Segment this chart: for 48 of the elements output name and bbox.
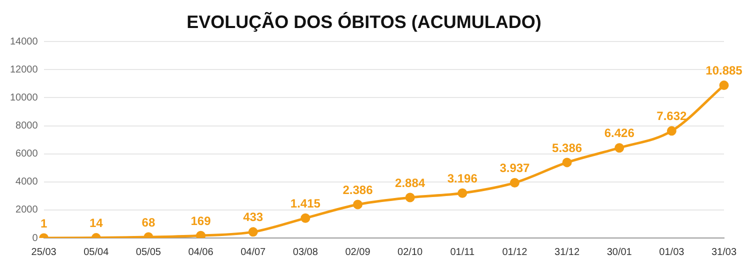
point <box>352 200 362 210</box>
x-tick-label: 01/11 <box>450 246 475 258</box>
data-label: 169 <box>190 214 212 228</box>
data-label: 68 <box>142 215 156 230</box>
y-tick-label: 8000 <box>16 120 38 132</box>
data-label: 10.885 <box>706 64 743 78</box>
y-tick-label: 4000 <box>16 176 38 188</box>
y-tick-label: 12000 <box>10 64 38 76</box>
y-tick-label: 2000 <box>16 204 38 216</box>
x-tick-label: 04/07 <box>240 246 266 258</box>
y-tick-label: 10000 <box>10 92 38 104</box>
point <box>248 227 258 237</box>
chart-title: EVOLUÇÃO DOS ÓBITOS (ACUMULADO) <box>186 10 542 32</box>
x-tick-label: 01/12 <box>502 246 528 258</box>
data-label: 433 <box>243 210 264 224</box>
x-tick-label: 25/03 <box>31 246 57 258</box>
y-tick-label: 6000 <box>16 148 38 160</box>
x-tick-label: 02/09 <box>345 246 371 258</box>
point <box>510 178 520 188</box>
point <box>562 158 572 168</box>
point <box>666 126 676 136</box>
x-tick-label: 05/05 <box>136 246 162 258</box>
data-label: 1 <box>40 216 48 230</box>
x-tick-label: 30/01 <box>606 246 632 258</box>
x-tick-label: 01/03 <box>659 246 685 258</box>
point <box>719 80 729 90</box>
point <box>405 192 415 202</box>
data-label: 6.426 <box>604 126 635 140</box>
data-label: 7.632 <box>656 109 688 124</box>
x-tick-label: 03/08 <box>292 246 318 258</box>
data-label: 3.937 <box>500 161 530 176</box>
x-tick-label: 31/12 <box>554 246 580 258</box>
x-tick-label: 02/10 <box>398 246 424 258</box>
point <box>458 188 468 198</box>
data-label: 3.196 <box>447 171 478 186</box>
data-label: 5.386 <box>552 140 582 155</box>
data-label: 14 <box>89 216 104 230</box>
point <box>196 230 206 238</box>
x-tick-label: 31/03 <box>711 246 737 258</box>
data-label: 2.884 <box>395 176 426 190</box>
x-tick-label: 04/06 <box>188 246 214 258</box>
x-tick-label: 05/04 <box>84 246 110 258</box>
data-label: 1.415 <box>290 196 321 210</box>
y-tick-label: 0 <box>32 232 38 244</box>
y-tick-label: 14000 <box>10 36 38 48</box>
point <box>300 213 310 223</box>
point <box>614 143 624 153</box>
data-label: 2.386 <box>342 182 374 197</box>
